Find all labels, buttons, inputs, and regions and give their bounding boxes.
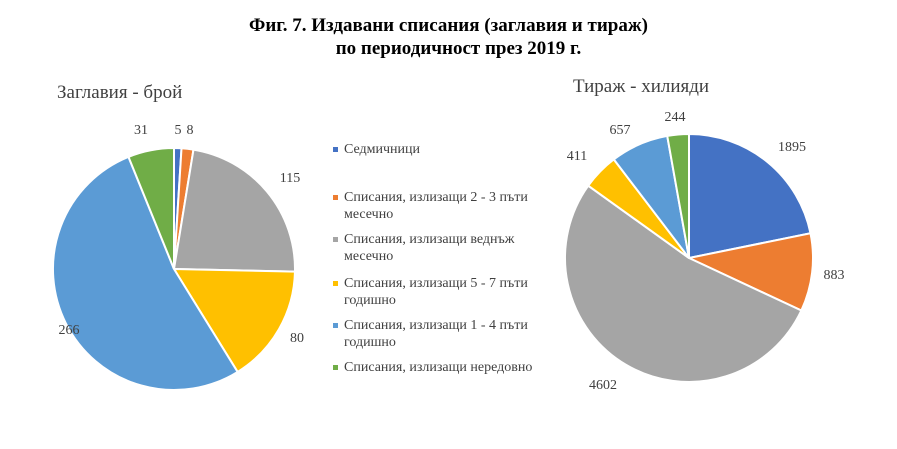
data-label: 80	[290, 331, 304, 346]
data-label: 657	[610, 123, 631, 138]
data-label: 1895	[778, 140, 806, 155]
slice-monthly	[172, 148, 296, 273]
data-label: 31	[134, 123, 148, 138]
slice-2-3-monthly	[685, 232, 814, 312]
slice-weekly	[688, 132, 812, 260]
right-chart-title: Тираж - хилияди	[573, 76, 710, 97]
slice-1-4-yearly	[51, 155, 239, 391]
data-label: 883	[824, 268, 845, 283]
legend-swatch	[333, 281, 338, 286]
legend-label: Списания, излизащи 1 - 4 пъти годишно	[344, 318, 528, 350]
data-label: 5	[175, 123, 182, 138]
data-label: 4602	[589, 378, 617, 393]
slice-irregular	[127, 146, 175, 270]
data-label: 266	[59, 323, 80, 338]
left-chart-title: Заглавия - брой	[57, 82, 183, 103]
legend-label: Списания, излизащи веднъж месечно	[344, 232, 515, 264]
legend-swatch	[333, 365, 338, 370]
data-label: 115	[280, 171, 300, 186]
legend-swatch	[333, 323, 338, 328]
legend-label: Списания, излизащи 2 - 3 пъти месечно	[344, 190, 528, 222]
right-pie-chart: 1895 883 4602 411 657 244	[564, 110, 845, 393]
slice-monthly	[564, 184, 803, 383]
legend-swatch	[333, 195, 338, 200]
data-label: 411	[567, 149, 587, 164]
legend-label: Списания, излизащи 5 - 7 пъти годишно	[344, 276, 528, 308]
data-label: 244	[665, 110, 686, 125]
slice-5-7-yearly	[172, 267, 296, 374]
legend-swatch	[333, 237, 338, 242]
left-pie-chart: 5 8 115 80 266 31	[51, 123, 304, 391]
figure-title-line-2: по периодичност през 2019 г.	[335, 38, 582, 59]
data-label: 8	[187, 123, 194, 138]
legend-swatch	[333, 147, 338, 152]
slice-irregular	[666, 132, 690, 259]
legend-label: Списания, излизащи нередовно	[344, 360, 533, 375]
legend-label: Седмичници	[344, 142, 421, 157]
figure-title: Фиг. 7. Издавани списания (заглавия и ти…	[0, 14, 897, 60]
figure-title-line-1: Фиг. 7. Издавани списания (заглавия и ти…	[249, 15, 648, 36]
